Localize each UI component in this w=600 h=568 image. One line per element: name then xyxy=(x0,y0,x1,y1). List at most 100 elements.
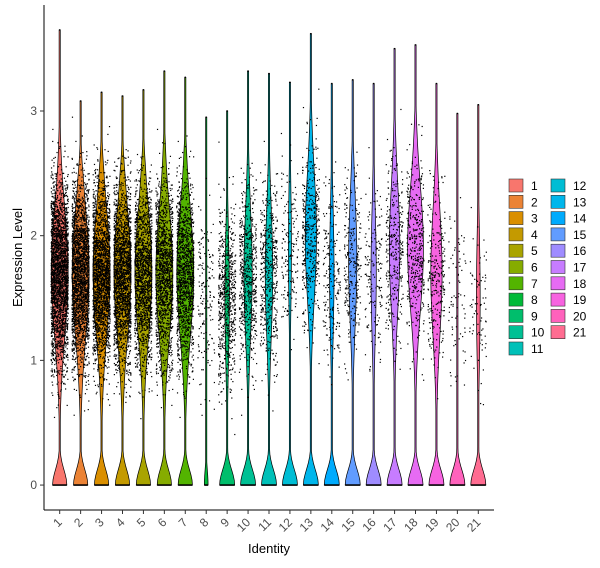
data-point xyxy=(62,305,64,307)
data-point xyxy=(83,254,85,256)
data-point xyxy=(71,332,74,334)
data-point xyxy=(75,327,77,329)
data-point xyxy=(78,208,80,210)
data-point xyxy=(56,330,58,332)
data-point xyxy=(85,196,87,198)
data-point xyxy=(84,235,87,237)
data-point xyxy=(63,363,65,365)
data-point xyxy=(61,247,63,250)
data-point xyxy=(56,292,58,294)
data-point xyxy=(60,227,62,229)
data-point xyxy=(79,224,82,226)
data-point xyxy=(54,329,56,332)
data-point xyxy=(64,259,66,262)
data-point xyxy=(77,250,79,253)
data-point xyxy=(63,227,65,229)
data-point xyxy=(51,234,53,237)
data-point xyxy=(79,156,81,158)
data-point xyxy=(55,285,57,287)
data-point xyxy=(67,378,69,380)
data-point xyxy=(59,301,61,303)
data-point xyxy=(83,325,85,328)
data-point xyxy=(79,243,81,245)
data-point xyxy=(103,307,105,309)
data-point xyxy=(75,286,77,288)
data-point xyxy=(58,292,60,294)
data-point xyxy=(74,247,76,249)
data-point xyxy=(86,251,88,253)
data-point xyxy=(73,248,75,250)
data-point xyxy=(57,220,59,222)
data-point xyxy=(77,329,79,332)
data-point xyxy=(51,319,53,322)
data-point xyxy=(64,222,66,224)
data-point xyxy=(61,325,63,327)
data-point xyxy=(83,240,85,242)
data-point xyxy=(84,216,86,218)
data-point xyxy=(64,315,67,317)
data-point xyxy=(77,268,79,270)
data-point xyxy=(57,258,59,260)
data-point xyxy=(71,307,73,309)
data-point xyxy=(66,265,68,267)
data-point xyxy=(76,259,78,261)
data-point xyxy=(78,258,80,260)
data-point xyxy=(53,275,55,277)
data-point xyxy=(74,253,77,256)
data-point xyxy=(51,235,53,237)
data-point xyxy=(77,242,80,245)
data-point xyxy=(55,259,57,262)
data-point xyxy=(60,257,62,260)
data-point xyxy=(98,312,100,314)
data-point xyxy=(72,264,74,266)
data-point xyxy=(51,211,53,213)
data-point xyxy=(87,322,89,325)
data-point xyxy=(100,205,102,207)
data-point xyxy=(61,316,64,318)
violin-20 xyxy=(449,113,466,486)
data-point xyxy=(67,359,69,361)
data-point xyxy=(84,237,86,239)
data-point xyxy=(57,276,59,278)
data-point xyxy=(78,280,80,282)
data-point xyxy=(55,232,58,234)
data-point xyxy=(59,265,62,268)
data-point xyxy=(71,205,73,207)
data-point xyxy=(64,330,66,333)
data-point xyxy=(52,323,54,325)
data-point xyxy=(81,305,83,307)
data-point xyxy=(73,329,75,331)
data-point xyxy=(63,177,66,179)
data-point xyxy=(54,210,57,213)
data-point xyxy=(81,237,83,239)
data-point xyxy=(81,313,83,315)
data-point xyxy=(50,273,53,275)
data-point xyxy=(67,248,69,251)
data-point xyxy=(108,236,111,238)
data-point xyxy=(50,359,52,361)
data-point xyxy=(61,325,63,328)
data-point xyxy=(81,291,84,293)
data-point xyxy=(59,243,61,246)
data-point xyxy=(62,253,64,255)
data-point xyxy=(56,211,58,213)
data-point xyxy=(65,247,67,249)
data-point xyxy=(77,209,79,211)
data-point xyxy=(81,301,83,303)
data-point xyxy=(88,206,90,208)
data-point xyxy=(59,276,61,278)
data-point xyxy=(66,370,68,372)
data-point xyxy=(54,235,57,237)
data-point xyxy=(58,232,60,234)
data-point xyxy=(73,290,75,292)
data-point xyxy=(87,309,89,311)
data-point xyxy=(54,232,56,234)
data-point xyxy=(56,342,58,344)
data-point xyxy=(64,256,66,258)
data-point xyxy=(79,374,81,376)
data-point xyxy=(72,334,74,336)
data-point xyxy=(55,222,57,224)
data-point xyxy=(67,289,69,291)
data-point xyxy=(58,262,60,265)
data-point xyxy=(58,288,61,290)
